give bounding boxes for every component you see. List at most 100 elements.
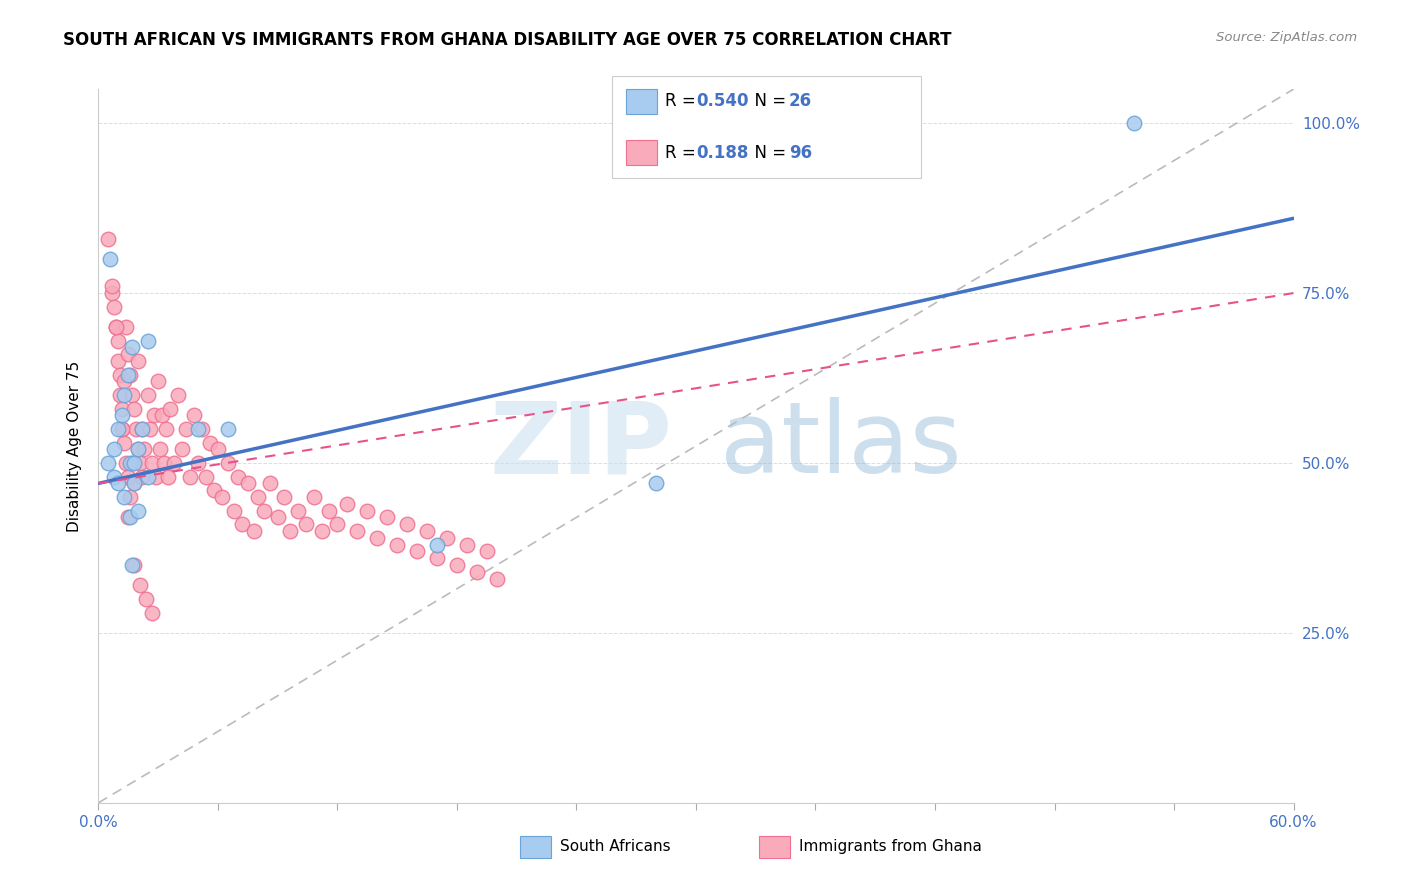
Point	[111, 422, 134, 436]
Text: ZIP: ZIP	[489, 398, 672, 494]
Point	[121, 341, 143, 355]
Point	[110, 388, 132, 402]
Text: atlas: atlas	[720, 398, 962, 494]
Text: South Africans: South Africans	[560, 839, 671, 855]
Point	[153, 456, 176, 470]
Point	[111, 401, 134, 416]
Point	[115, 456, 138, 470]
Point	[143, 409, 166, 423]
Point	[105, 320, 128, 334]
Text: 96: 96	[789, 144, 811, 161]
Point	[112, 375, 135, 389]
Text: 0.540: 0.540	[696, 93, 748, 111]
Point	[139, 422, 162, 436]
Point	[163, 456, 186, 470]
Point	[311, 524, 333, 538]
Point	[121, 558, 143, 572]
Point	[127, 503, 149, 517]
Point	[124, 476, 146, 491]
Point	[366, 531, 388, 545]
Point	[456, 537, 478, 551]
Point	[129, 578, 152, 592]
Text: R =: R =	[665, 93, 702, 111]
Text: R =: R =	[665, 144, 706, 161]
Point	[105, 320, 128, 334]
Text: N =: N =	[744, 144, 792, 161]
Point	[98, 252, 122, 266]
Point	[117, 347, 139, 361]
Point	[375, 510, 398, 524]
Point	[645, 476, 668, 491]
Point	[112, 388, 135, 402]
Text: SOUTH AFRICAN VS IMMIGRANTS FROM GHANA DISABILITY AGE OVER 75 CORRELATION CHART: SOUTH AFRICAN VS IMMIGRANTS FROM GHANA D…	[63, 31, 952, 49]
Point	[150, 409, 173, 423]
Point	[217, 422, 239, 436]
Point	[125, 422, 148, 436]
Point	[278, 524, 301, 538]
Text: 26: 26	[789, 93, 811, 111]
Point	[246, 490, 269, 504]
Point	[226, 469, 249, 483]
Point	[107, 334, 129, 348]
Point	[385, 537, 409, 551]
Point	[141, 456, 163, 470]
Point	[243, 524, 266, 538]
Point	[117, 469, 139, 483]
Point	[148, 375, 170, 389]
Point	[131, 469, 153, 483]
Point	[101, 286, 124, 301]
Point	[111, 422, 134, 436]
Point	[135, 591, 157, 606]
Point	[273, 490, 295, 504]
Point	[103, 300, 125, 314]
Point	[120, 490, 142, 504]
Point	[485, 572, 508, 586]
Point	[302, 490, 325, 504]
Point	[120, 510, 142, 524]
Point	[436, 531, 458, 545]
Point	[129, 456, 152, 470]
Point	[446, 558, 468, 572]
Point	[131, 422, 153, 436]
Text: Source: ZipAtlas.com: Source: ZipAtlas.com	[1216, 31, 1357, 45]
Y-axis label: Disability Age Over 75: Disability Age Over 75	[67, 360, 83, 532]
Point	[107, 476, 129, 491]
Point	[127, 442, 149, 457]
Point	[115, 320, 138, 334]
Point	[112, 435, 135, 450]
Point	[202, 483, 225, 498]
Point	[187, 456, 209, 470]
Point	[326, 517, 349, 532]
Point	[198, 435, 221, 450]
Point	[101, 279, 124, 293]
Point	[124, 558, 146, 572]
Point	[217, 456, 239, 470]
Point	[211, 490, 233, 504]
Point	[111, 409, 134, 423]
Point	[117, 368, 139, 382]
Point	[112, 490, 135, 504]
Point	[155, 422, 177, 436]
Point	[103, 442, 125, 457]
Point	[97, 232, 120, 246]
Point	[141, 606, 163, 620]
Point	[131, 422, 153, 436]
Point	[253, 503, 276, 517]
Point	[149, 442, 172, 457]
Point	[406, 544, 429, 558]
Point	[127, 354, 149, 368]
Point	[231, 517, 253, 532]
Point	[124, 401, 146, 416]
Point	[267, 510, 290, 524]
Point	[259, 476, 281, 491]
Point	[103, 469, 125, 483]
Point	[120, 368, 142, 382]
Text: N =: N =	[744, 93, 792, 111]
Point	[426, 551, 449, 566]
Point	[107, 422, 129, 436]
Point	[356, 503, 378, 517]
Point	[121, 388, 143, 402]
Point	[287, 503, 309, 517]
Point	[183, 409, 205, 423]
Point	[346, 524, 368, 538]
